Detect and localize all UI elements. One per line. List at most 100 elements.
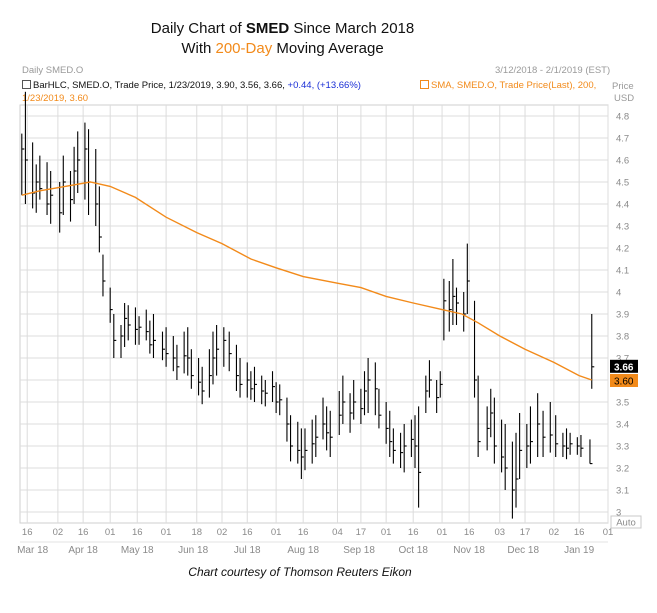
hlc-bar — [562, 432, 566, 457]
hlc-bar — [374, 362, 378, 416]
hlc-bar — [326, 406, 330, 451]
hlc-bar — [59, 182, 63, 233]
hlc-bar — [187, 327, 191, 376]
x-day-tick-label: 01 — [271, 527, 282, 538]
hlc-bar — [297, 421, 301, 464]
y-tick-label: 4 — [616, 288, 621, 299]
hlc-bar — [152, 314, 156, 358]
y-tick-label: 3.8 — [616, 332, 629, 343]
hlc-bar — [511, 441, 515, 519]
x-month-tick-label: Jul 18 — [234, 545, 261, 556]
subtitle-prefix: With — [181, 40, 216, 57]
hlc-bar — [428, 360, 432, 398]
hlc-bar — [311, 419, 315, 464]
hlc-bar — [555, 415, 559, 457]
title-prefix: Daily Chart of — [150, 20, 246, 37]
hlc-bar — [134, 307, 138, 345]
hlc-bar — [378, 388, 382, 429]
hlc-bar — [473, 300, 478, 398]
x-day-tick-label: 16 — [574, 527, 585, 538]
hlc-bar — [239, 358, 243, 398]
x-day-tick-label: 02 — [53, 527, 64, 538]
hlc-bar — [542, 410, 546, 457]
hlc-bar — [576, 437, 580, 455]
x-day-tick-label: 16 — [132, 527, 143, 538]
x-month-tick-label: Jun 18 — [178, 545, 208, 556]
hlc-bar — [62, 155, 66, 215]
x-day-tick-label: 04 — [332, 527, 343, 538]
hlc-bar — [591, 314, 595, 389]
hlc-bar — [367, 358, 371, 413]
hlc-bar — [250, 371, 254, 400]
hlc-bar — [149, 320, 153, 354]
hlc-bar — [589, 439, 593, 465]
hlc-bar — [526, 424, 530, 468]
hlc-bar — [463, 292, 467, 332]
x-month-tick-label: May 18 — [121, 545, 154, 556]
hlc-bar — [190, 349, 194, 389]
x-day-tick-label: 17 — [356, 527, 367, 538]
x-month-tick-label: Sep 18 — [343, 545, 375, 556]
hlc-bar — [165, 327, 169, 367]
y-tick-label: 4.8 — [616, 112, 629, 123]
hlc-bar — [138, 316, 142, 345]
hlc-bar — [414, 415, 418, 468]
hlc-bar — [46, 162, 50, 215]
chart-credit: Chart courtesy of Thomson Reuters Eikon — [188, 565, 412, 579]
hlc-bar — [315, 415, 319, 457]
y-tick-label: 3.2 — [616, 464, 629, 475]
x-month-tick-label: Jan 19 — [564, 545, 594, 556]
hlc-bar — [363, 371, 368, 416]
hlc-bar — [212, 331, 216, 385]
hlc-bar — [50, 171, 54, 224]
hlc-bar — [392, 428, 396, 464]
chart-grid — [19, 104, 609, 524]
hlc-bar — [455, 287, 459, 325]
bar-legend-change: +0.44, (+13.66%) — [287, 80, 361, 91]
y-tick-label: 3 — [616, 508, 621, 519]
x-day-tick-label: 03 — [494, 527, 505, 538]
x-day-tick-label: 17 — [520, 527, 531, 538]
hlc-bar — [35, 164, 39, 213]
hlc-bar — [145, 309, 149, 341]
hlc-bar — [32, 142, 36, 209]
y-tick-label: 3.3 — [616, 442, 629, 453]
price-axis: 4.84.74.64.54.44.34.24.143.93.83.73.63.5… — [616, 112, 629, 519]
hlc-bar — [466, 243, 470, 314]
hlc-bar — [109, 287, 113, 323]
bar-legend: BarHLC, SMED.O, Trade Price, 1/23/2019, … — [22, 80, 361, 91]
x-day-tick-label: 18 — [191, 527, 202, 538]
hlc-bar — [87, 129, 92, 215]
header-symbol: Daily SMED.O — [22, 65, 84, 76]
hlc-bar — [98, 186, 102, 253]
price-chart: 4.84.74.64.54.44.34.24.143.93.83.73.63.5… — [17, 91, 642, 556]
moving-average — [21, 181, 593, 381]
y-tick-label: 4.5 — [616, 178, 629, 189]
hlc-bar — [275, 382, 279, 413]
sma-legend-swatch-icon — [420, 80, 429, 89]
sma-legend: SMA, SMED.O, Trade Price(Last), 200, — [420, 80, 596, 91]
auto-scale-button[interactable] — [610, 515, 642, 529]
hlc-bar — [201, 366, 205, 405]
hlc-bar — [360, 388, 364, 424]
x-month-tick-label: Oct 18 — [398, 545, 428, 556]
hlc-bar — [261, 375, 265, 405]
chart-title-line-2: With 200-Day Moving Average — [0, 40, 565, 57]
x-day-tick-label: 01 — [161, 527, 172, 538]
price-axis-label: Price — [612, 81, 634, 92]
sma-legend-continued: 1/23/2019, 3.60 — [22, 93, 89, 104]
hlc-bar — [127, 305, 131, 341]
hlc-bar — [477, 375, 481, 457]
hlc-bar — [228, 331, 232, 372]
hlc-bar — [353, 380, 357, 420]
hlc-bar — [77, 131, 81, 193]
last-price-tag-label: 3.66 — [614, 362, 634, 373]
hlc-bar — [569, 432, 573, 455]
hlc-bar — [501, 419, 505, 473]
hlc-bar — [39, 155, 43, 200]
hlc-bar — [439, 371, 443, 398]
x-day-tick-label: 16 — [22, 527, 33, 538]
hlc-bar — [452, 259, 456, 325]
x-day-tick-label: 01 — [381, 527, 392, 538]
hlc-bar — [183, 331, 187, 374]
